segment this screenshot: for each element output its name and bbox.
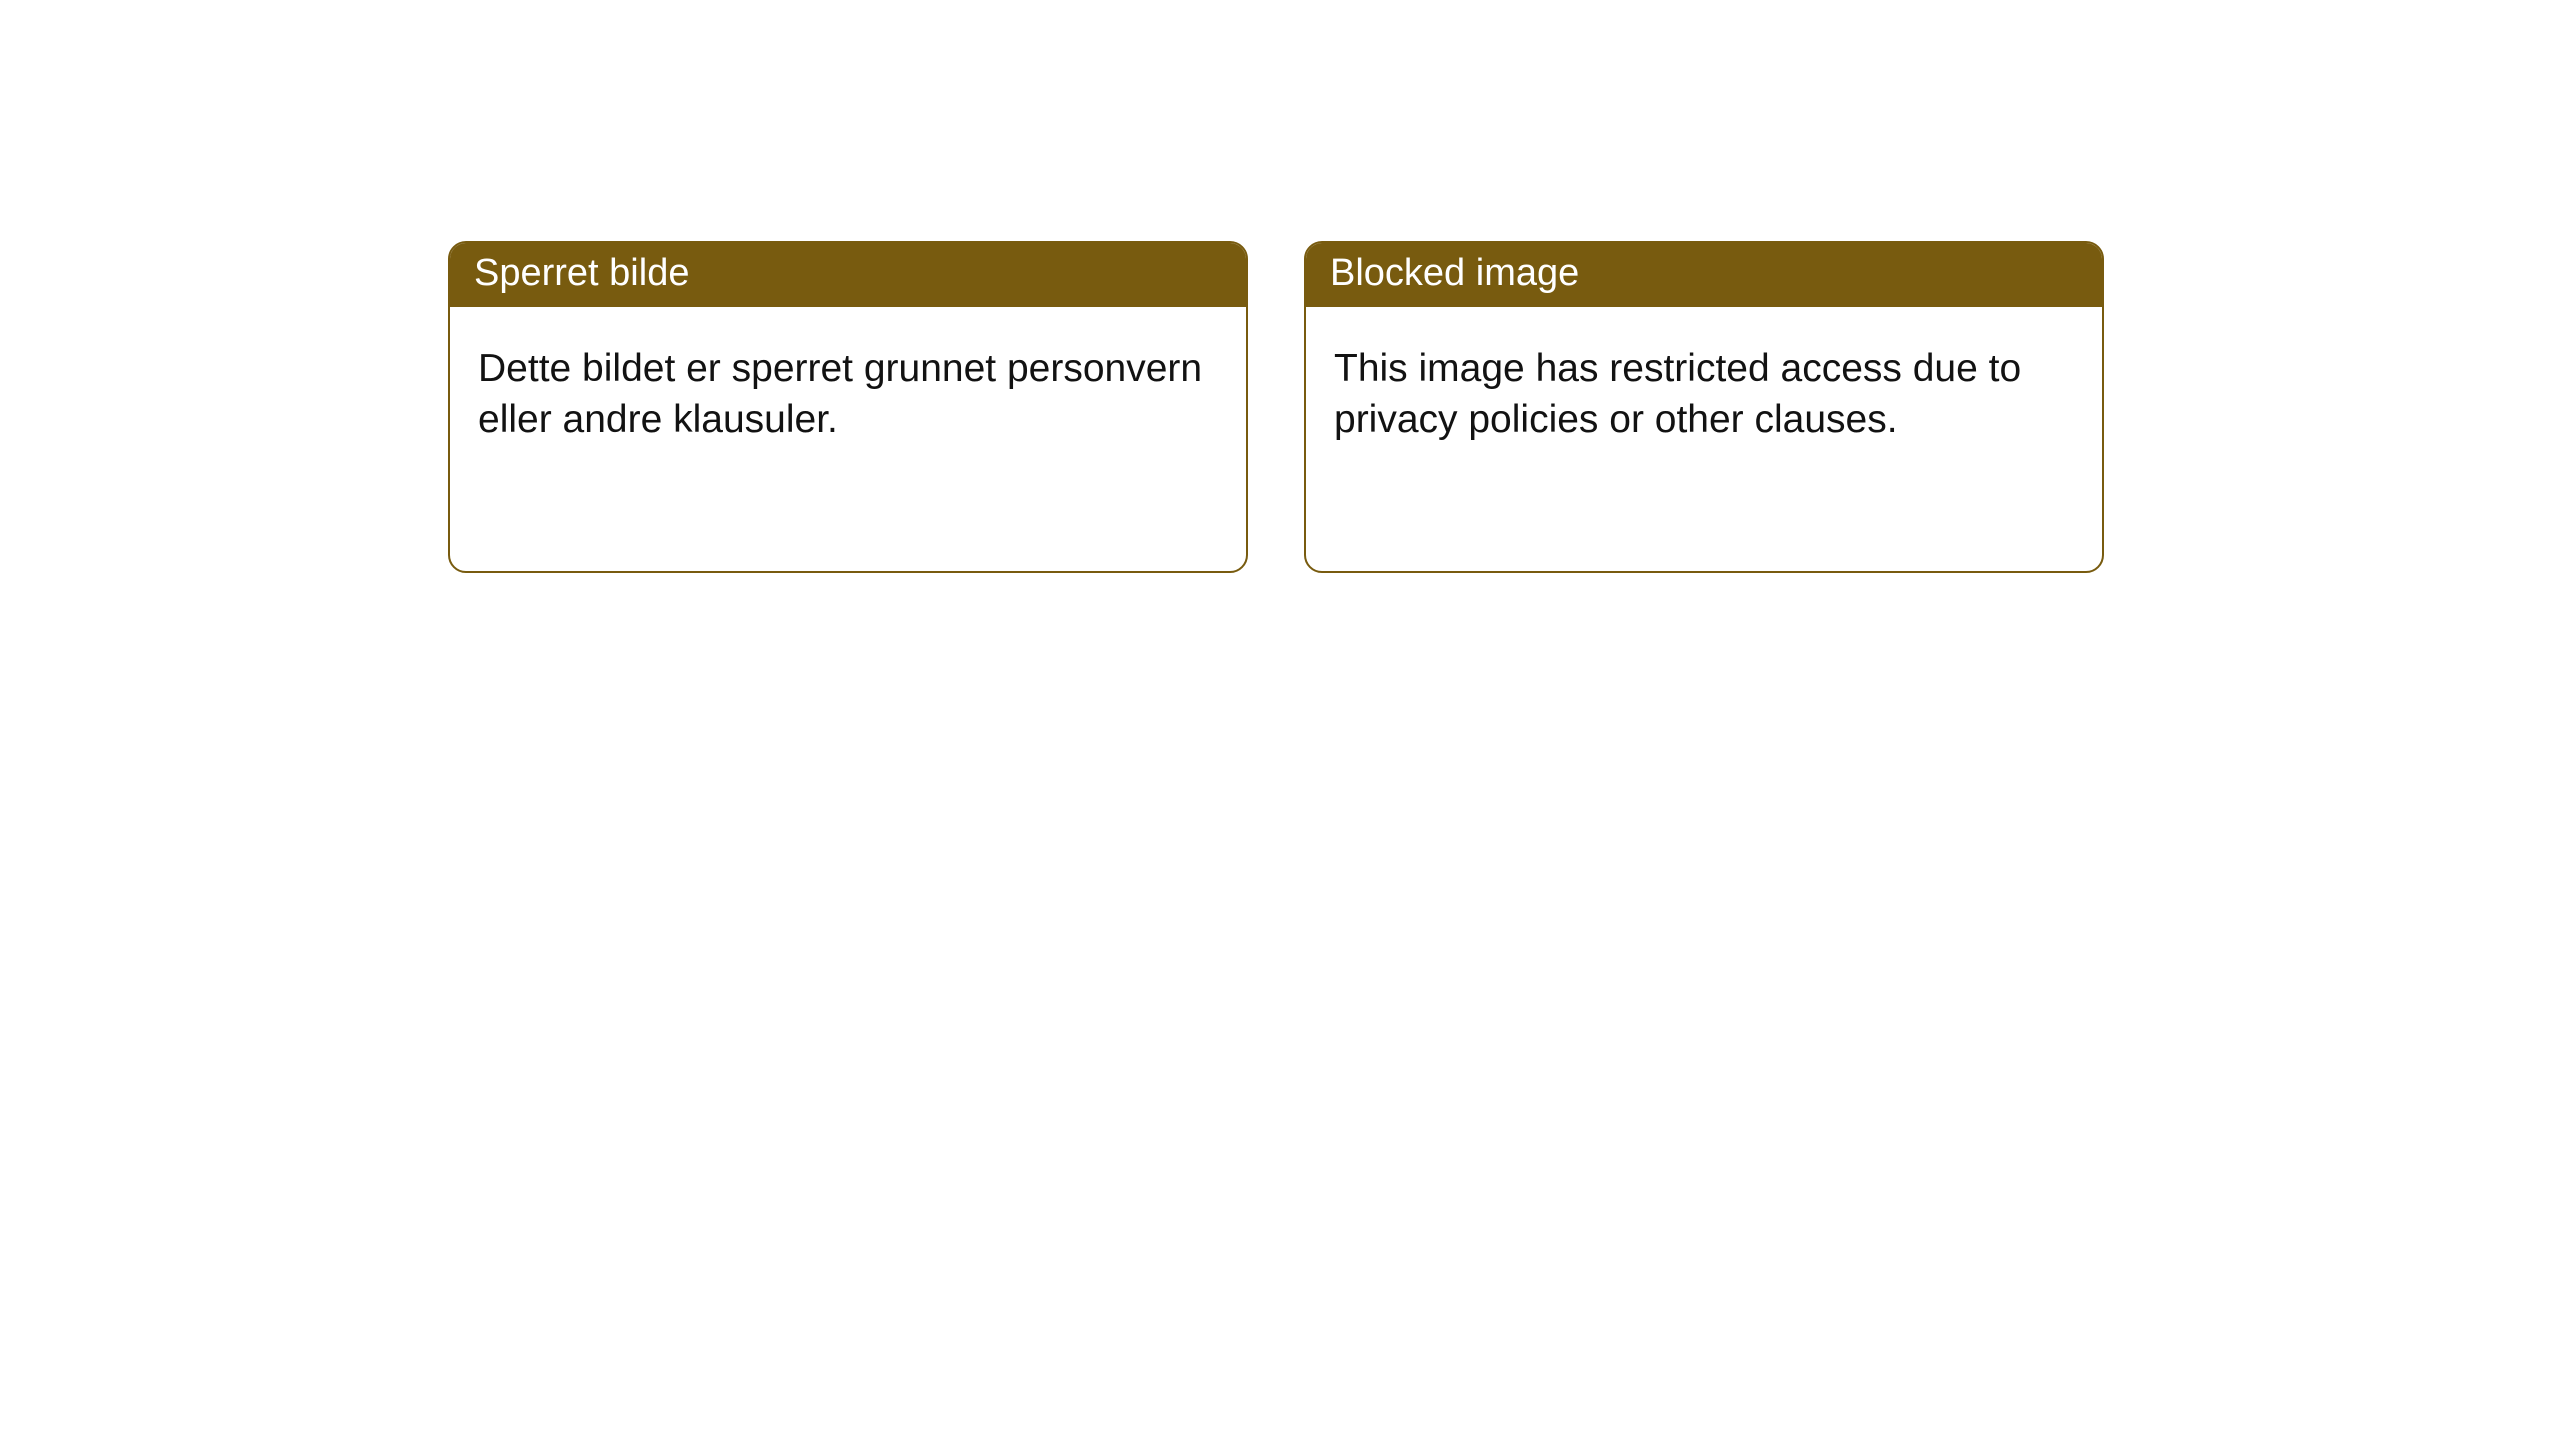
card-body: This image has restricted access due to … (1306, 307, 2102, 482)
card-body-text: Dette bildet er sperret grunnet personve… (478, 347, 1202, 441)
notice-container: Sperret bilde Dette bildet er sperret gr… (0, 0, 2560, 573)
card-body: Dette bildet er sperret grunnet personve… (450, 307, 1246, 482)
card-title: Sperret bilde (474, 252, 689, 294)
blocked-image-card-english: Blocked image This image has restricted … (1304, 241, 2104, 573)
card-header: Sperret bilde (450, 243, 1246, 307)
card-body-text: This image has restricted access due to … (1334, 347, 2021, 441)
card-title: Blocked image (1330, 252, 1579, 294)
blocked-image-card-norwegian: Sperret bilde Dette bildet er sperret gr… (448, 241, 1248, 573)
card-header: Blocked image (1306, 243, 2102, 307)
